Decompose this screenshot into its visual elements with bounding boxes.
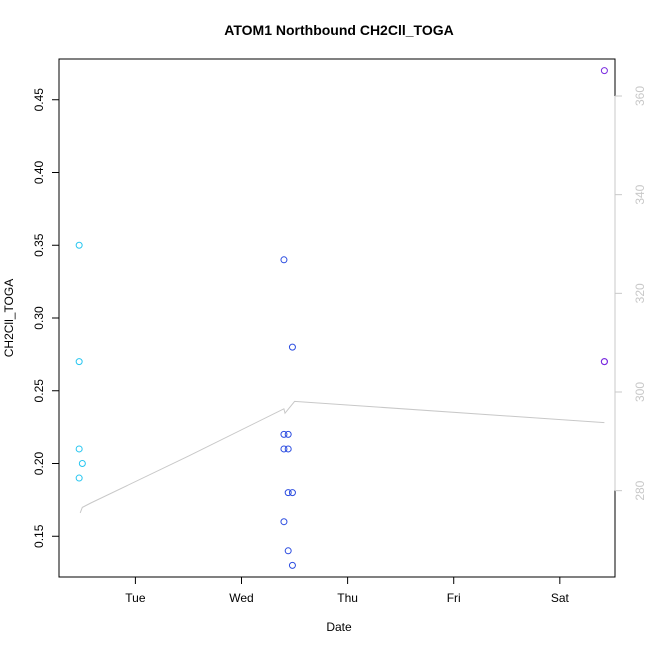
data-point — [600, 67, 608, 75]
y-tick-label: 0.20 — [32, 452, 46, 476]
data-point — [284, 489, 292, 497]
x-tick-label: Fri — [447, 591, 461, 605]
data-point — [284, 430, 292, 438]
y2-tick-label: 300 — [633, 382, 647, 402]
data-point — [75, 358, 83, 366]
data-point — [288, 343, 296, 351]
data-point — [280, 518, 288, 526]
data-point — [288, 489, 296, 497]
data-point — [280, 256, 288, 264]
data-point — [75, 474, 83, 482]
chart-title: ATOM1 Northbound CH2Cll_TOGA — [224, 22, 453, 38]
data-point — [288, 561, 296, 569]
line-layer — [79, 400, 605, 514]
data-point — [280, 445, 288, 453]
x-axis-label: Date — [326, 620, 352, 634]
data-point — [75, 445, 83, 453]
series-line — [79, 400, 605, 514]
right-y-axis: 280 300 320 340 360 — [614, 86, 647, 501]
data-point — [280, 430, 288, 438]
y-tick-label: 0.40 — [32, 160, 46, 184]
y2-tick-label: 360 — [633, 86, 647, 106]
y2-tick-label: 320 — [633, 283, 647, 303]
y2-tick-label: 280 — [633, 480, 647, 500]
point-layer — [75, 67, 608, 569]
data-point — [75, 241, 83, 249]
x-tick-label: Sat — [551, 591, 570, 605]
x-tick-label: Wed — [229, 591, 253, 605]
y-tick-label: 0.35 — [32, 233, 46, 257]
y2-tick-label: 340 — [633, 184, 647, 204]
y-tick-label: 0.45 — [32, 88, 46, 112]
data-point — [78, 460, 86, 468]
plot-frame — [58, 58, 616, 578]
data-point — [600, 358, 608, 366]
y-tick-label: 0.15 — [32, 524, 46, 548]
data-point — [284, 445, 292, 453]
y-tick-label: 0.25 — [32, 379, 46, 403]
x-tick-label: Tue — [125, 591, 146, 605]
y-tick-label: 0.30 — [32, 306, 46, 330]
x-tick-label: Thu — [337, 591, 358, 605]
left-y-axis: 0.15 0.20 0.25 0.30 0.35 0.40 0.45 — [32, 88, 60, 548]
data-point — [284, 547, 292, 555]
x-axis: Tue Wed Thu Fri Sat — [125, 576, 570, 605]
y-axis-label: CH2Cll_TOGA — [2, 279, 16, 357]
